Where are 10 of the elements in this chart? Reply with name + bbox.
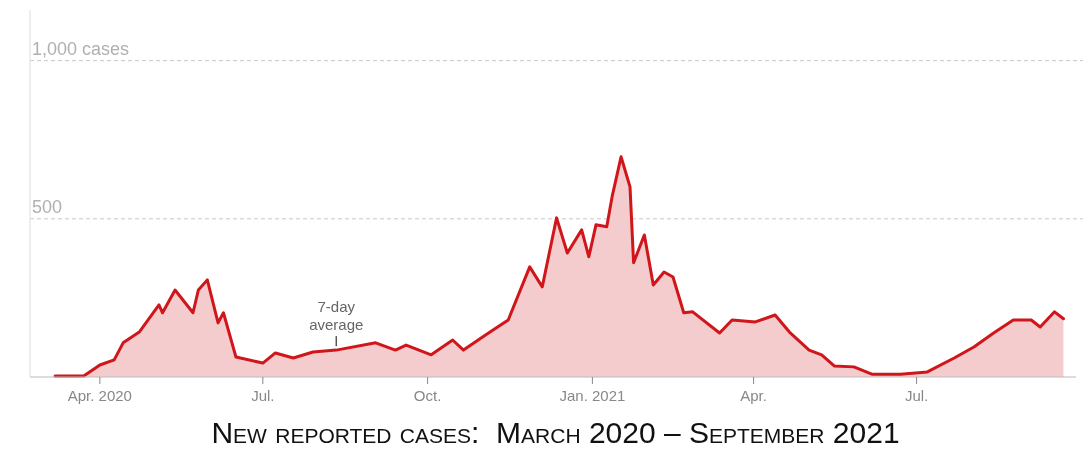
x-tick-label: Jul. — [251, 387, 275, 404]
x-tick-label: Jul. — [904, 387, 929, 404]
y-tick-label: 1,000 cases — [32, 38, 130, 59]
x-tick-label: Jan. 2021 — [559, 387, 626, 404]
x-tick-label: Apr. 2020 — [67, 387, 132, 404]
text: New reported cases: March 2020 – September 2021 — [211, 416, 900, 449]
x-tick-label: Apr. — [740, 387, 767, 404]
x-tick-label: Oct. — [413, 387, 442, 404]
annotation: 7-day average — [309, 298, 364, 334]
y-tick-label: 500 — [32, 196, 63, 217]
